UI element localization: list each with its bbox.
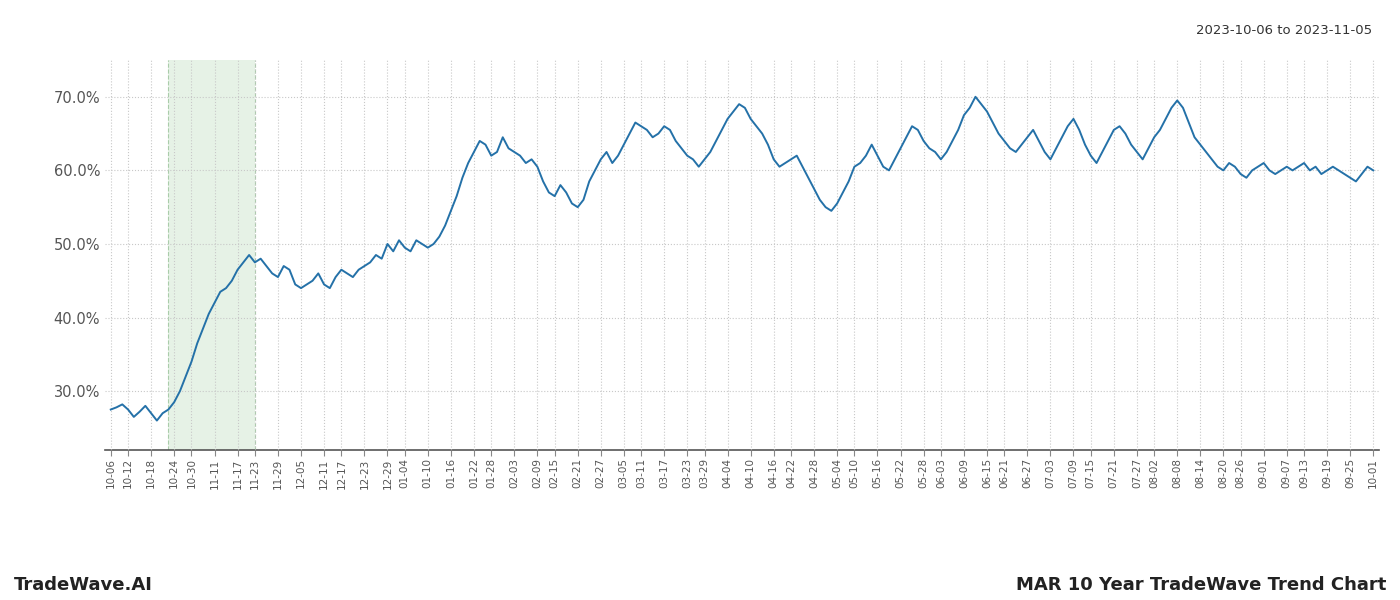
Text: 2023-10-06 to 2023-11-05: 2023-10-06 to 2023-11-05: [1196, 24, 1372, 37]
Text: TradeWave.AI: TradeWave.AI: [14, 576, 153, 594]
Bar: [168, 60, 255, 450]
Text: MAR 10 Year TradeWave Trend Chart: MAR 10 Year TradeWave Trend Chart: [1015, 576, 1386, 594]
